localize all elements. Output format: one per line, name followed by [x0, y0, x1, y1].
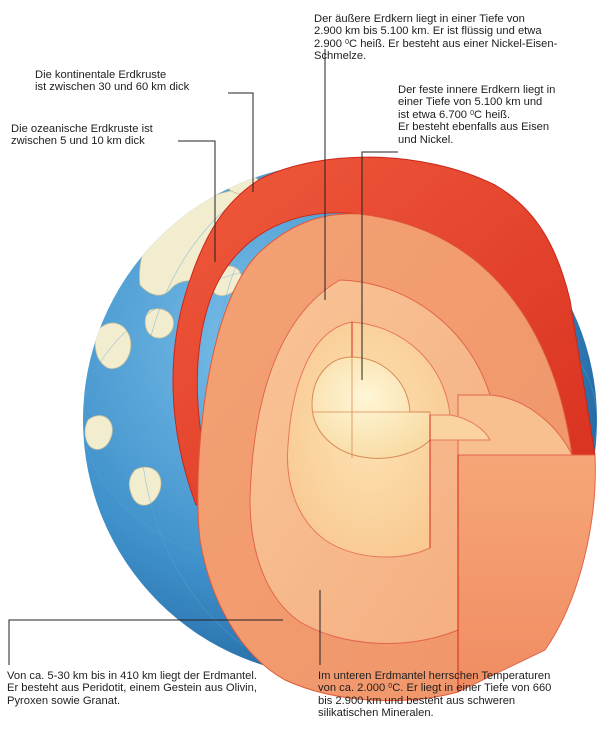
label-outer-core: Der äußere Erdkern liegt in einer Tiefe … — [314, 13, 558, 63]
label-upper-mantle: Von ca. 5-30 km bis in 410 km liegt der … — [7, 670, 257, 707]
leader-oceanic — [178, 140, 216, 262]
leader-continental — [228, 92, 254, 192]
page-bottom-band — [0, 725, 614, 734]
leader-upper-mantle — [8, 619, 283, 665]
leader-lines — [8, 49, 398, 665]
inner-core — [311, 356, 431, 459]
leader-inner-core — [361, 151, 398, 380]
label-inner-core: Der feste innere Erdkern liegt in einer … — [398, 84, 556, 146]
label-lower-mantle: Im unteren Erdmantel herrschen Temperatu… — [318, 670, 552, 720]
right-cut-face — [457, 454, 596, 693]
label-oceanic-crust: Die ozeanische Erdkruste ist zwischen 5 … — [11, 123, 153, 148]
crust-band — [172, 156, 596, 506]
label-continental-crust: Die kontinentale Erdkruste ist zwischen … — [35, 69, 190, 94]
